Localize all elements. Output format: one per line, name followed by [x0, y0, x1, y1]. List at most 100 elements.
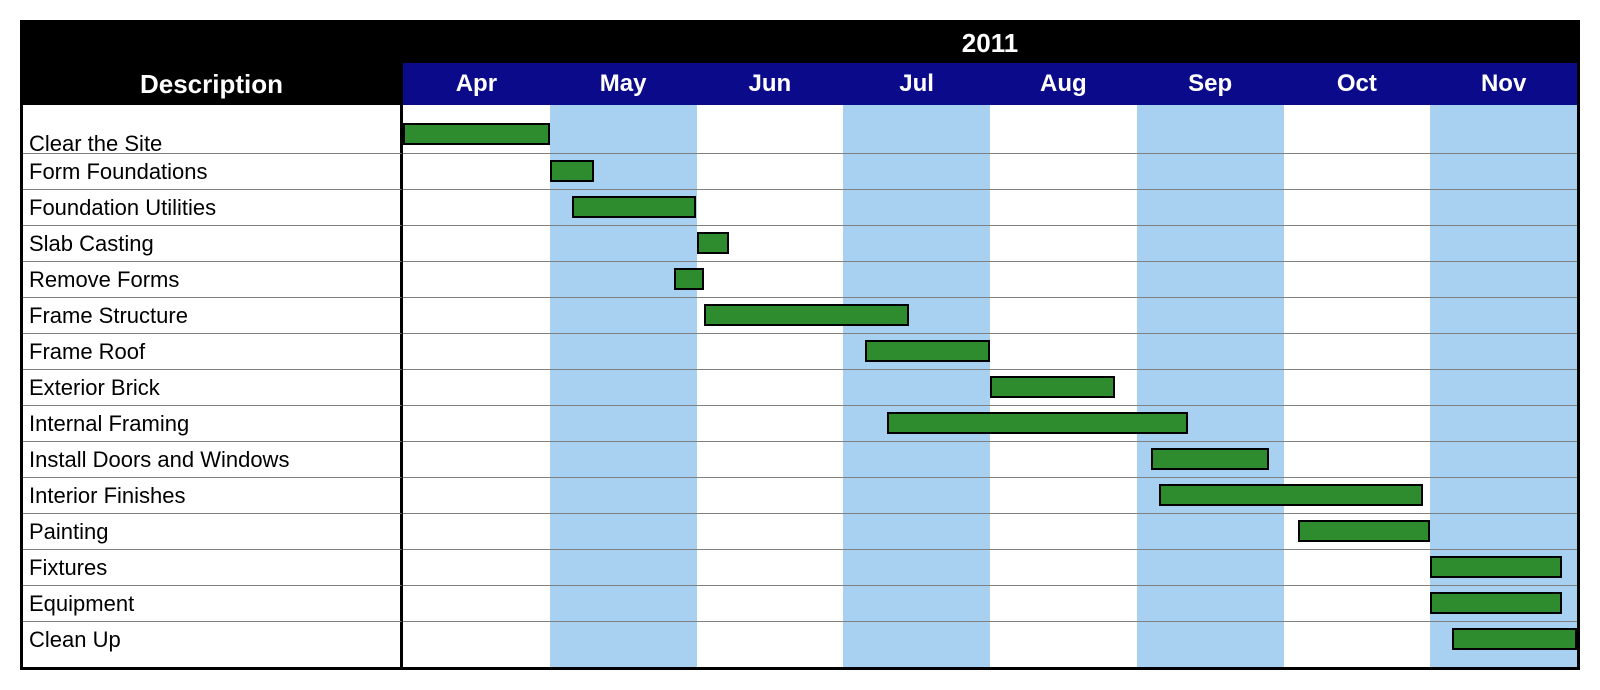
- month-cell: [990, 189, 1137, 225]
- month-cell: [990, 585, 1137, 621]
- task-row: Painting: [23, 513, 1577, 549]
- month-cell: [1430, 189, 1577, 225]
- month-cell: [1137, 333, 1284, 369]
- month-cell: [843, 189, 990, 225]
- month-cell: [990, 261, 1137, 297]
- bottom-spacer: [23, 657, 1577, 667]
- month-cell: [403, 441, 550, 477]
- month-cell: [403, 477, 550, 513]
- month-cell: [403, 333, 550, 369]
- task-row: Clean Up: [23, 621, 1577, 657]
- month-cell: [1284, 585, 1431, 621]
- month-cell: [550, 585, 697, 621]
- task-row: Form Foundations: [23, 153, 1577, 189]
- month-cell: [1284, 657, 1431, 667]
- month-cell: [1137, 105, 1284, 153]
- month-cell: [550, 621, 697, 657]
- month-cell: [1430, 261, 1577, 297]
- month-cell: [403, 549, 550, 585]
- month-cell: [990, 441, 1137, 477]
- month-cell: [1284, 333, 1431, 369]
- month-cell: [1137, 369, 1284, 405]
- month-cell: [1430, 513, 1577, 549]
- task-timeline: [403, 153, 1577, 189]
- month-cell: [1430, 477, 1577, 513]
- month-cell: [1430, 333, 1577, 369]
- month-cell: [403, 189, 550, 225]
- month-cell: [1137, 513, 1284, 549]
- task-timeline: [403, 405, 1577, 441]
- month-cell: [697, 441, 844, 477]
- month-cell: [1137, 297, 1284, 333]
- description-column-header: Description: [23, 63, 403, 105]
- month-cell: [403, 153, 550, 189]
- month-cell: [1284, 225, 1431, 261]
- month-cell: [1284, 261, 1431, 297]
- task-label: Slab Casting: [23, 225, 403, 261]
- month-cell: [1137, 189, 1284, 225]
- month-cell: [1284, 549, 1431, 585]
- month-cell: [550, 657, 697, 667]
- month-cell: [403, 225, 550, 261]
- month-cell: [1430, 441, 1577, 477]
- month-cell: [1284, 297, 1431, 333]
- month-cell: [550, 297, 697, 333]
- month-cell: [550, 513, 697, 549]
- task-label: Clear the Site: [23, 105, 403, 153]
- month-cell: [843, 585, 990, 621]
- month-cell: [990, 513, 1137, 549]
- month-cell: [697, 477, 844, 513]
- month-cell: [843, 477, 990, 513]
- month-cell: [697, 261, 844, 297]
- month-cell: [1137, 153, 1284, 189]
- task-bar: [990, 376, 1115, 398]
- task-timeline: [403, 621, 1577, 657]
- task-row: Slab Casting: [23, 225, 1577, 261]
- month-cell: [550, 405, 697, 441]
- task-bar: [697, 232, 729, 254]
- task-row: Exterior Brick: [23, 369, 1577, 405]
- task-bar: [674, 268, 703, 290]
- task-timeline: [403, 105, 1577, 153]
- task-bar: [572, 196, 697, 218]
- month-header-sep: Sep: [1137, 63, 1284, 105]
- task-timeline: [403, 585, 1577, 621]
- task-row: Equipment: [23, 585, 1577, 621]
- month-cell: [1430, 369, 1577, 405]
- month-header-may: May: [550, 63, 697, 105]
- gantt-chart: 2011 Description AprMayJunJulAugSepOctNo…: [20, 20, 1580, 670]
- month-cell: [697, 105, 844, 153]
- task-row: Remove Forms: [23, 261, 1577, 297]
- month-cell: [843, 513, 990, 549]
- task-label: Form Foundations: [23, 153, 403, 189]
- month-cell: [550, 549, 697, 585]
- month-cell: [843, 369, 990, 405]
- month-cell: [990, 657, 1137, 667]
- task-label: Equipment: [23, 585, 403, 621]
- month-cell: [990, 333, 1137, 369]
- task-label: Remove Forms: [23, 261, 403, 297]
- month-cell: [403, 297, 550, 333]
- month-cell: [843, 441, 990, 477]
- month-cell: [403, 261, 550, 297]
- task-label: Frame Structure: [23, 297, 403, 333]
- month-cell: [697, 621, 844, 657]
- month-cell: [1430, 105, 1577, 153]
- task-bar: [403, 123, 550, 145]
- month-cell: [550, 225, 697, 261]
- month-cell: [1284, 189, 1431, 225]
- month-headers: AprMayJunJulAugSepOctNov: [403, 63, 1577, 105]
- task-timeline: [403, 369, 1577, 405]
- month-cell: [403, 369, 550, 405]
- month-cell: [990, 549, 1137, 585]
- task-row: Frame Roof: [23, 333, 1577, 369]
- month-cell: [1284, 621, 1431, 657]
- month-cell: [843, 261, 990, 297]
- task-timeline: [403, 189, 1577, 225]
- task-timeline: [403, 261, 1577, 297]
- month-header-apr: Apr: [403, 63, 550, 105]
- month-cell: [697, 585, 844, 621]
- task-row: Install Doors and Windows: [23, 441, 1577, 477]
- task-label: Exterior Brick: [23, 369, 403, 405]
- month-cell: [1430, 405, 1577, 441]
